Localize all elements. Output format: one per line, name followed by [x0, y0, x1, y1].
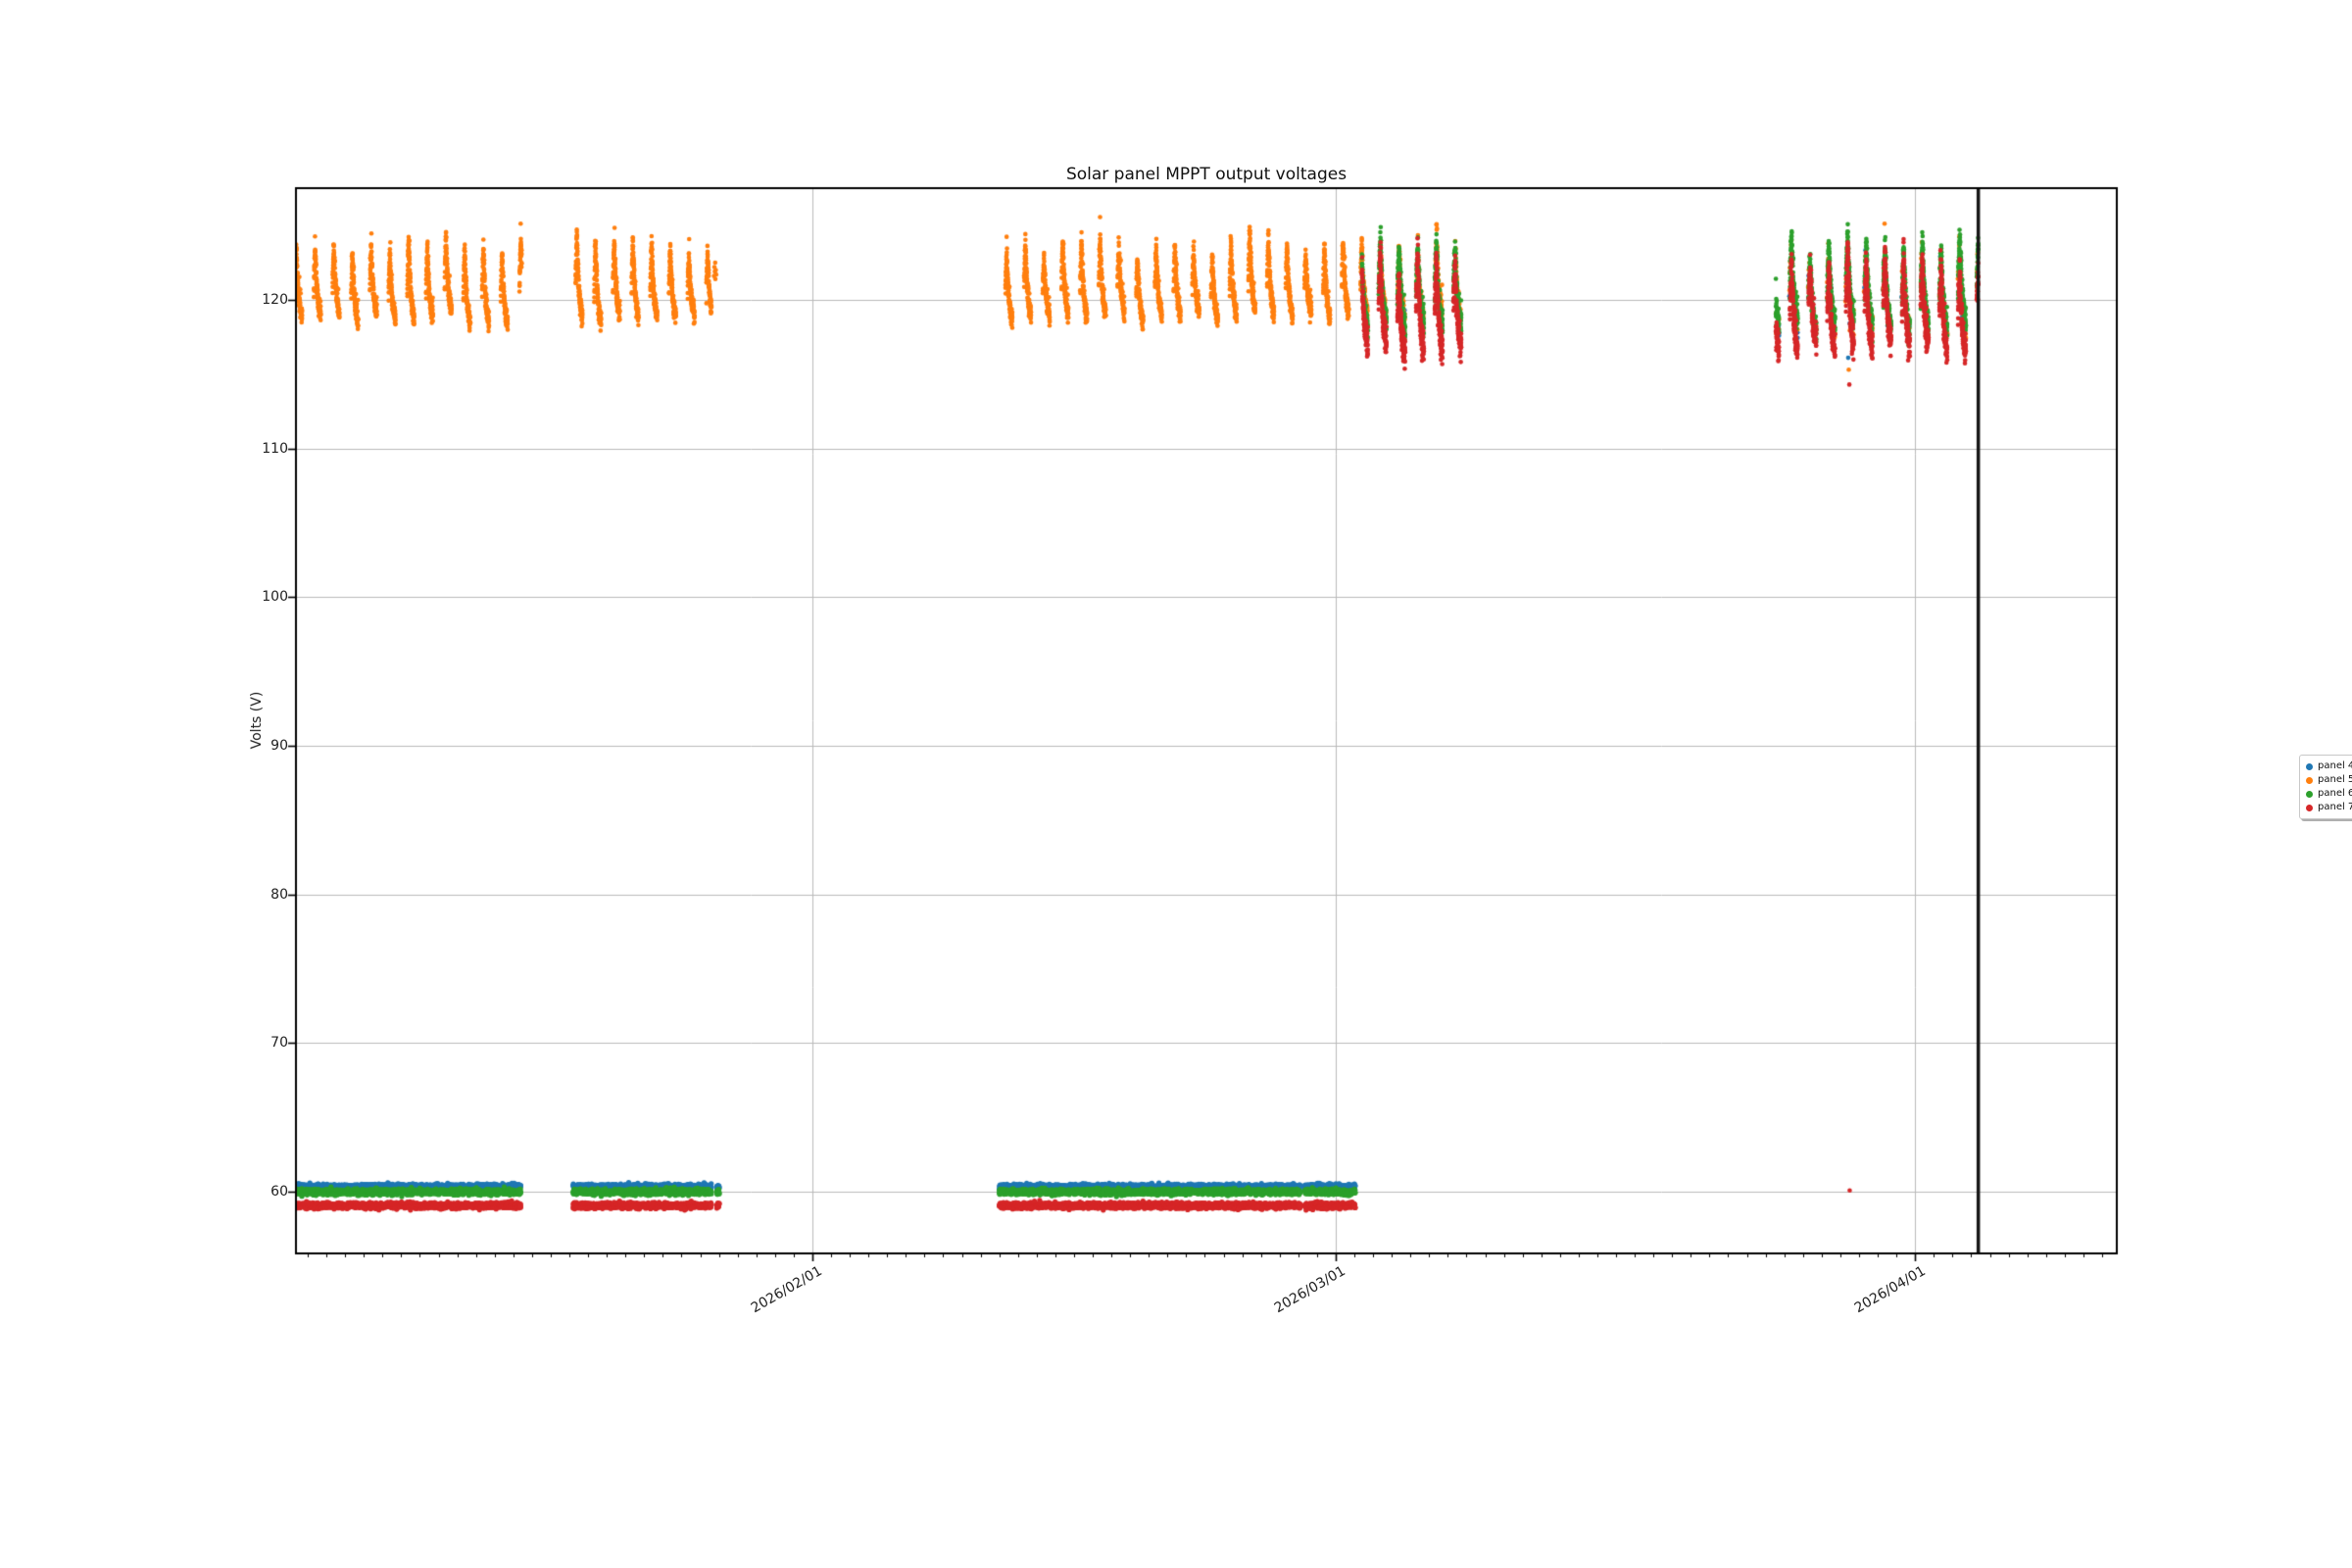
legend-item-label: panel 6: [2318, 788, 2352, 799]
legend: panel 4 panel 5 panel 6 panel 7: [2299, 755, 2352, 819]
chart-title: Solar panel MPPT output voltages: [1065, 165, 1348, 184]
y-tick-label: 70: [270, 1035, 288, 1052]
legend-item: panel 5: [2306, 773, 2352, 787]
legend-item: panel 6: [2306, 787, 2352, 801]
y-tick-label: 90: [270, 738, 288, 755]
legend-item-label: panel 7: [2318, 802, 2352, 812]
y-tick-label: 110: [262, 440, 288, 457]
legend-marker-icon: [2306, 790, 2313, 798]
y-tick-label: 120: [262, 291, 288, 308]
y-tick-label: 100: [262, 589, 288, 606]
legend-item: panel 7: [2306, 801, 2352, 814]
legend-marker-icon: [2306, 776, 2313, 784]
legend-marker-icon: [2306, 762, 2313, 770]
legend-item-label: panel 5: [2318, 774, 2352, 785]
legend-marker-icon: [2306, 804, 2313, 811]
legend-item: panel 4: [2306, 760, 2352, 773]
y-tick-label: 60: [270, 1184, 288, 1200]
y-tick-label: 80: [270, 886, 288, 903]
legend-item-label: panel 4: [2318, 760, 2352, 771]
